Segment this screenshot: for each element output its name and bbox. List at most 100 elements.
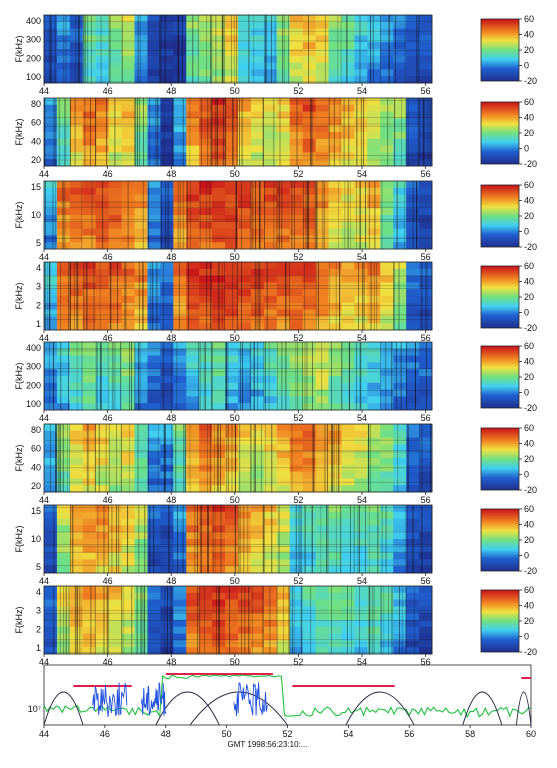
heatmap-cell xyxy=(341,355,355,363)
heatmap-cell xyxy=(160,586,174,594)
heatmap-cell xyxy=(160,282,174,290)
heatmap-cell xyxy=(173,532,187,540)
heatmap-cell xyxy=(367,275,381,283)
heatmap-cell xyxy=(289,42,304,50)
heatmap-cell xyxy=(263,69,278,77)
heatmap-cell xyxy=(147,138,161,146)
heatmap-cell xyxy=(95,275,110,283)
heatmap-cell xyxy=(419,55,433,63)
heatmap-cell xyxy=(328,98,342,106)
heatmap-cell xyxy=(108,201,122,209)
heatmap-cell xyxy=(108,478,122,486)
heatmap-cell xyxy=(212,545,226,553)
heatmap-cell xyxy=(354,532,368,540)
heatmap-cell xyxy=(134,362,148,370)
heatmap-cell xyxy=(419,159,433,167)
heatmap-cell xyxy=(380,545,394,553)
heatmap-cell xyxy=(250,215,265,223)
heatmap-cell xyxy=(393,62,407,70)
heatmap-cell xyxy=(302,289,316,297)
heatmap-cell xyxy=(95,464,110,472)
heatmap-cell xyxy=(393,268,407,276)
heatmap-cell xyxy=(44,478,58,486)
heatmap-cell xyxy=(186,485,200,493)
heatmap-cell xyxy=(173,525,187,533)
heatmap-cell xyxy=(315,111,329,119)
heatmap-cell xyxy=(276,396,291,404)
heatmap-cell xyxy=(263,316,278,324)
heatmap-cell xyxy=(186,633,200,641)
heatmap-cell xyxy=(173,430,187,438)
heatmap-cell xyxy=(121,118,135,126)
heatmap-cell xyxy=(173,539,187,547)
heatmap-cell xyxy=(147,592,161,600)
heatmap-cell xyxy=(393,485,407,493)
heatmap-cell xyxy=(121,599,135,607)
heatmap-cell xyxy=(186,396,200,404)
heatmap-cell xyxy=(199,296,213,304)
heatmap-cell xyxy=(276,376,291,384)
heatmap-cell xyxy=(289,471,304,479)
heatmap-cell xyxy=(108,289,122,297)
heatmap-cell xyxy=(238,132,252,140)
heatmap-cell xyxy=(354,28,368,36)
heatmap-cell xyxy=(238,242,252,250)
heatmap-cell xyxy=(173,296,187,304)
heatmap-cell xyxy=(276,430,291,438)
heatmap-cell xyxy=(238,316,252,324)
heatmap-cell xyxy=(69,620,84,628)
heatmap-cell xyxy=(406,382,420,390)
heatmap-cell xyxy=(328,606,342,614)
heatmap-cell xyxy=(134,532,148,540)
heatmap-cell xyxy=(238,69,252,77)
heatmap-cell xyxy=(276,532,291,540)
heatmap-cell xyxy=(341,138,355,146)
heatmap-cell xyxy=(419,268,433,276)
heatmap-cell xyxy=(69,268,84,276)
heatmap-cell xyxy=(367,309,381,317)
heatmap-cell xyxy=(186,511,200,519)
heatmap-cell xyxy=(95,104,110,112)
heatmap-cell xyxy=(56,647,71,655)
heatmap-cell xyxy=(108,640,122,648)
heatmap-cell xyxy=(315,599,329,607)
heatmap-cell xyxy=(212,268,226,276)
heatmap-cell xyxy=(406,28,420,36)
heatmap-cell xyxy=(56,389,71,397)
heatmap-cell xyxy=(250,532,265,540)
heatmap-cell xyxy=(380,437,394,445)
heatmap-cell xyxy=(419,42,433,50)
heatmap-cell xyxy=(69,566,84,574)
heatmap-cell xyxy=(393,98,407,106)
heatmap-cell xyxy=(315,566,329,574)
heatmap-cell xyxy=(289,309,304,317)
heatmap-cell xyxy=(276,242,291,250)
x-tick-label: 48 xyxy=(166,576,176,586)
heatmap-cell xyxy=(393,511,407,519)
heatmap-cell xyxy=(95,42,110,50)
heatmap-cell xyxy=(147,152,161,160)
heatmap-cell xyxy=(302,478,316,486)
heatmap-cell xyxy=(315,647,329,655)
heatmap-cell xyxy=(263,118,278,126)
heatmap-cell xyxy=(289,458,304,466)
heatmap-cell xyxy=(315,69,329,77)
heatmap-cell xyxy=(147,159,161,167)
heatmap-cell xyxy=(250,316,265,324)
heatmap-cell xyxy=(186,403,200,411)
heatmap-cell xyxy=(160,626,174,634)
heatmap-cell xyxy=(289,28,304,36)
heatmap-cell xyxy=(186,228,200,236)
heatmap-cell xyxy=(134,369,148,377)
heatmap-cell xyxy=(393,606,407,614)
heatmap-cell xyxy=(173,620,187,628)
heatmap-cell xyxy=(367,282,381,290)
heatmap-cell xyxy=(341,98,355,106)
heatmap-cell xyxy=(82,599,97,607)
heatmap-cell xyxy=(302,382,316,390)
heatmap-cell xyxy=(302,309,316,317)
y-tick-label: 300 xyxy=(26,35,41,45)
heatmap-cell xyxy=(238,539,252,547)
heatmap-cell xyxy=(160,35,174,43)
